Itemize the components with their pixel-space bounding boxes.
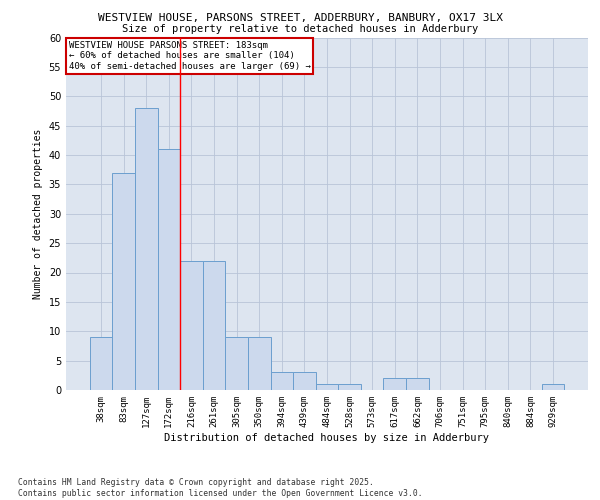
Bar: [90, 337, 112, 390]
Text: Size of property relative to detached houses in Adderbury: Size of property relative to detached ho…: [122, 24, 478, 34]
Bar: [542, 384, 564, 390]
X-axis label: Distribution of detached houses by size in Adderbury: Distribution of detached houses by size …: [164, 432, 490, 442]
Bar: [180, 261, 203, 390]
Bar: [248, 337, 271, 390]
Bar: [203, 261, 226, 390]
Text: WESTVIEW HOUSE PARSONS STREET: 183sqm
← 60% of detached houses are smaller (104): WESTVIEW HOUSE PARSONS STREET: 183sqm ← …: [68, 41, 310, 71]
Bar: [226, 337, 248, 390]
Bar: [316, 384, 338, 390]
Text: Contains HM Land Registry data © Crown copyright and database right 2025.
Contai: Contains HM Land Registry data © Crown c…: [18, 478, 422, 498]
Bar: [271, 372, 293, 390]
Bar: [158, 149, 180, 390]
Text: WESTVIEW HOUSE, PARSONS STREET, ADDERBURY, BANBURY, OX17 3LX: WESTVIEW HOUSE, PARSONS STREET, ADDERBUR…: [97, 12, 503, 22]
Bar: [135, 108, 158, 390]
Y-axis label: Number of detached properties: Number of detached properties: [33, 128, 43, 299]
Bar: [338, 384, 361, 390]
Bar: [406, 378, 428, 390]
Bar: [112, 172, 135, 390]
Bar: [293, 372, 316, 390]
Bar: [383, 378, 406, 390]
